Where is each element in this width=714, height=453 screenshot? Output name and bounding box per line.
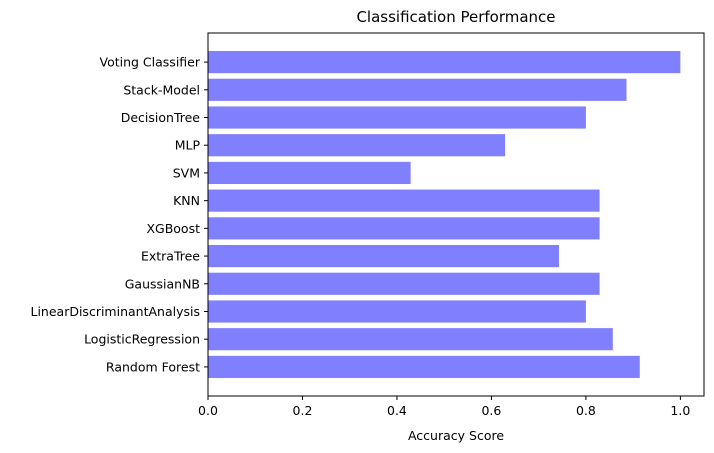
y-tick-label: LinearDiscriminantAnalysis: [30, 304, 200, 319]
y-tick-label: GaussianNB: [125, 276, 200, 291]
x-tick-label: 1.0: [670, 403, 690, 418]
bar-voting-classifier: [208, 51, 681, 74]
x-tick-label: 0.4: [387, 403, 407, 418]
y-tick-label: ExtraTree: [141, 249, 200, 264]
y-tick-label: KNN: [173, 193, 200, 208]
y-axis-ticks: Random Forest LogisticRegression LinearDis…: [30, 55, 208, 374]
plot-frame: [207, 32, 705, 397]
bar-extratree: [208, 244, 559, 268]
bar-random-forest: [208, 355, 640, 378]
bar-stack-model: [208, 78, 627, 101]
bar-mlp: [208, 134, 506, 157]
x-axis-ticks: 0.0 0.2 0.4 0.6 0.8 1.0: [198, 396, 690, 418]
y-tick-label: DecisionTree: [121, 110, 201, 125]
x-axis-label: Accuracy Score: [408, 428, 504, 443]
y-tick-label: Voting Classifier: [100, 55, 201, 70]
chart-title: Classification Performance: [356, 8, 555, 26]
y-tick-label: MLP: [175, 138, 201, 153]
bar-logisticregression: [208, 328, 613, 351]
y-tick-label: LogisticRegression: [84, 332, 200, 347]
bars-group: [208, 51, 681, 378]
bar-decisiontree: [208, 106, 586, 129]
x-tick-label: 0.8: [576, 403, 596, 418]
y-tick-label: SVM: [173, 165, 200, 180]
x-tick-label: 0.6: [481, 403, 501, 418]
bar-svm: [208, 161, 411, 185]
x-tick-label: 0.0: [198, 403, 218, 418]
x-tick-label: 0.2: [293, 403, 313, 418]
y-tick-label: Random Forest: [106, 359, 200, 374]
y-tick-label: XGBoost: [146, 221, 200, 236]
bar-lineardiscriminantanalysis: [208, 300, 586, 323]
bar-gaussiannb: [208, 272, 600, 295]
bar-knn: [208, 189, 600, 212]
y-tick-label: Stack-Model: [123, 82, 200, 97]
bar-xgboost: [208, 217, 600, 240]
